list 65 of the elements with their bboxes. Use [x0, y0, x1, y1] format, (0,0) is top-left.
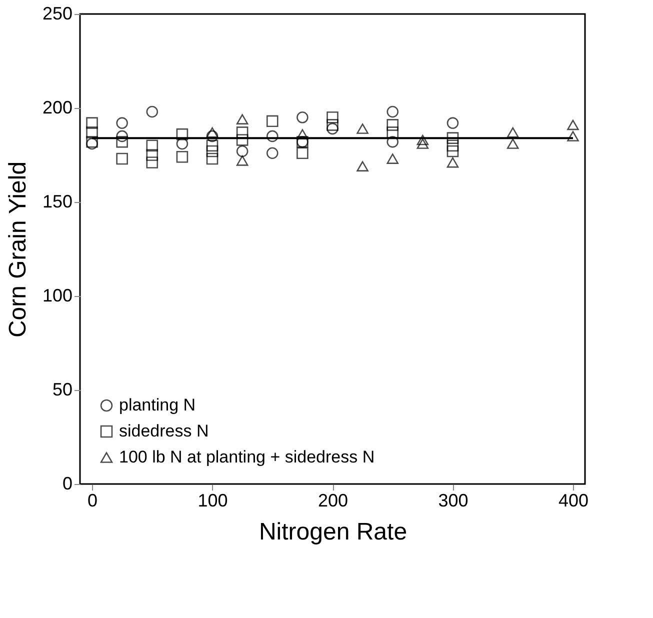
point	[266, 147, 278, 160]
y-axis-title: Corn Grain Yield	[4, 161, 32, 338]
point	[506, 127, 519, 138]
y-tick-label: 250	[42, 4, 72, 24]
point	[176, 128, 188, 140]
point	[386, 136, 399, 148]
point	[446, 140, 459, 152]
x-tick-label: 100	[198, 490, 228, 510]
legend-label: 100 lb N at planting + sidedress N	[119, 448, 375, 466]
x-tick-label: 300	[438, 490, 468, 510]
point	[146, 140, 158, 152]
point	[386, 106, 399, 118]
x-tick-label: 400	[558, 490, 588, 510]
point	[206, 145, 218, 158]
point	[86, 117, 98, 129]
y-tick-label: 100	[42, 286, 72, 306]
y-tick-label: 150	[42, 192, 72, 212]
point	[567, 120, 579, 130]
point	[146, 149, 158, 161]
point	[416, 138, 429, 149]
point	[146, 106, 158, 118]
point	[116, 130, 128, 142]
point	[116, 136, 128, 148]
point	[296, 112, 308, 124]
point	[386, 154, 399, 164]
point	[176, 150, 188, 163]
point	[446, 145, 459, 158]
x-axis-title: Nitrogen Rate	[258, 518, 408, 546]
legend-label: planting N	[119, 396, 196, 414]
y-tick-label: 0	[62, 474, 72, 494]
point	[567, 131, 579, 142]
point	[326, 122, 338, 135]
point	[386, 126, 399, 138]
point	[116, 117, 128, 129]
point	[176, 138, 188, 150]
point	[446, 157, 459, 168]
point	[266, 130, 278, 142]
y-tick-label: 200	[42, 98, 72, 118]
legend-label: sidedress N	[119, 422, 209, 440]
point	[206, 152, 218, 165]
point	[206, 130, 218, 142]
point	[326, 119, 338, 131]
point	[296, 147, 308, 160]
point	[266, 115, 278, 128]
point	[236, 114, 248, 124]
x-tick-label: 200	[318, 490, 348, 510]
point	[446, 132, 459, 144]
point	[146, 156, 158, 168]
point	[116, 152, 128, 165]
point	[506, 138, 519, 149]
point	[206, 140, 218, 152]
point	[356, 123, 368, 134]
point	[446, 117, 459, 129]
point	[236, 134, 248, 146]
y-tick-label: 50	[52, 380, 72, 400]
point	[386, 119, 399, 131]
point	[86, 126, 98, 138]
point	[416, 134, 429, 146]
point	[326, 112, 338, 124]
point	[296, 129, 308, 140]
point	[206, 127, 218, 138]
point	[236, 145, 248, 158]
point	[356, 161, 368, 172]
point	[236, 155, 248, 166]
x-tick-label: 0	[88, 490, 98, 510]
